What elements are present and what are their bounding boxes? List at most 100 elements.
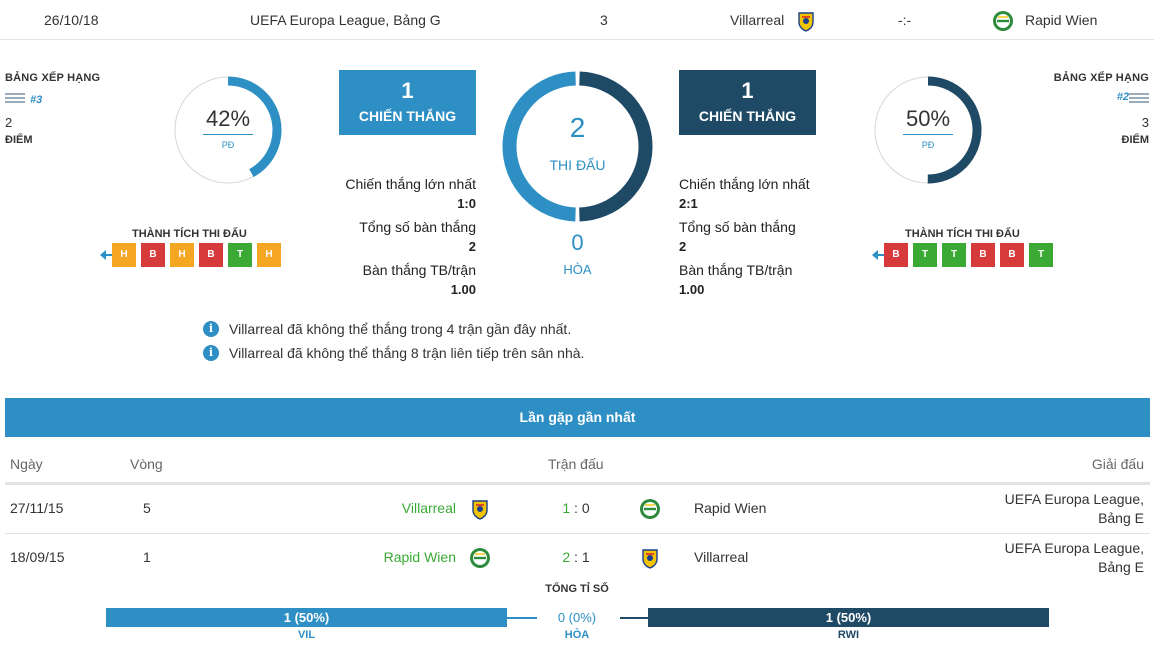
row-away-team[interactable]: Rapid Wien [694, 500, 767, 516]
rapid-wien-crest-icon [639, 498, 661, 520]
donut-arc [174, 76, 282, 184]
info-note: Villarreal đã không thể thắng 8 trận liê… [229, 345, 585, 361]
row-away-goals: 0 [581, 500, 590, 516]
row-round: 1 [143, 549, 151, 565]
bar-connector [507, 617, 537, 619]
info-note: Villarreal đã không thể thắng trong 4 tr… [229, 321, 572, 337]
row-score[interactable]: 1 : 0 [551, 500, 601, 516]
away-stat-value: 2:1 [679, 196, 698, 211]
away-team-name[interactable]: Rapid Wien [1025, 12, 1098, 28]
donut-arc [874, 76, 982, 184]
home-stat-label: Bàn thắng TB/trận [362, 262, 476, 278]
row-away-goals: 1 [581, 549, 590, 565]
away-wins-count: 1 [741, 78, 754, 103]
column-header-competition: Giải đấu [1091, 456, 1144, 472]
away-aggregate-bar: 1 (50%) [648, 608, 1049, 627]
home-stat-value: 2 [468, 239, 476, 254]
away-rank-number: #2 [1116, 91, 1129, 103]
away-rank-lines-icon [1129, 93, 1149, 105]
table-header-divider [5, 482, 1150, 485]
row-date: 27/11/15 [10, 500, 64, 516]
matches-played-count: 2 [569, 112, 586, 143]
match-competition: UEFA Europa League, Bảng G [250, 12, 441, 28]
home-aggregate-label: VIL [297, 629, 316, 641]
away-stat-value: 2 [679, 239, 687, 254]
competition-group: Bảng E [1098, 559, 1144, 575]
form-badge: T [1029, 243, 1053, 267]
recent-meetings-header: Lần gặp gần nhất [5, 398, 1150, 437]
form-badge: H [257, 243, 281, 267]
home-rank-number: #3 [30, 94, 43, 106]
form-badge: B [884, 243, 908, 267]
row-home-goals: 2 [562, 549, 571, 565]
form-badge: B [141, 243, 165, 267]
away-stat-value: 1.00 [679, 282, 705, 297]
draws-label: HÒA [563, 262, 592, 277]
row-competition: UEFA Europa League, Bảng E [964, 490, 1144, 528]
row-round: 5 [143, 500, 151, 516]
away-aggregate-label: RWI [837, 629, 860, 641]
score-separator: : [574, 549, 578, 565]
competition-group: Bảng E [1098, 510, 1144, 526]
home-rank-lines-icon [5, 93, 25, 105]
home-team-name[interactable]: Villarreal [730, 12, 785, 28]
match-header-row[interactable]: 26/10/18 UEFA Europa League, Bảng G 3 Vi… [0, 0, 1154, 40]
away-percent-value: 50% [905, 106, 951, 131]
home-percent-label: PĐ [221, 140, 235, 150]
matches-played-label: THI ĐẤU [549, 157, 606, 173]
home-form-arrow-icon [100, 250, 118, 260]
match-score: -:- [898, 12, 912, 28]
competition-name: UEFA Europa League, [1004, 540, 1144, 556]
away-stat-label: Chiến thắng lớn nhất [679, 176, 810, 192]
row-home-goals: 1 [562, 500, 571, 516]
home-wins-count: 1 [401, 78, 414, 103]
home-points: 2 [5, 115, 13, 130]
info-icon: i [203, 345, 219, 361]
home-wins-label: CHIẾN THẮNG [358, 108, 457, 124]
away-points-label: ĐIỂM [1121, 134, 1150, 146]
form-badge: B [971, 243, 995, 267]
form-badge: B [199, 243, 223, 267]
form-badge: H [112, 243, 136, 267]
home-aggregate-bar: 1 (50%) [106, 608, 507, 627]
draw-aggregate-value: 0 (0%) [557, 610, 597, 625]
home-rank-label: BẢNG XẾP HẠNG [5, 72, 101, 84]
villarreal-crest-icon [639, 547, 661, 569]
away-percent-donut: 50% PĐ [870, 72, 986, 188]
competition-name: UEFA Europa League, [1004, 491, 1144, 507]
row-away-team[interactable]: Villarreal [694, 549, 749, 565]
away-wins-box: 1 CHIẾN THẮNG [679, 70, 816, 135]
home-percent-donut: 42% PĐ [170, 72, 286, 188]
divider [203, 134, 253, 135]
column-header-round: Vòng [130, 456, 163, 472]
row-date: 18/09/15 [10, 549, 65, 565]
home-percent-value: 42% [205, 106, 251, 131]
away-stat-label: Bàn thắng TB/trận [679, 262, 793, 278]
row-home-team[interactable]: Rapid Wien [383, 549, 456, 565]
bar-connector [620, 617, 648, 619]
divider [903, 134, 953, 135]
draws-count: 0 [571, 230, 584, 255]
column-header-match: Trận đấu [548, 456, 604, 472]
home-points-label: ĐIỂM [5, 134, 33, 146]
villarreal-crest-icon [469, 498, 491, 520]
info-icon: i [203, 321, 219, 337]
match-round: 3 [600, 12, 608, 28]
match-date: 26/10/18 [44, 12, 99, 28]
away-form-arrow-icon [872, 250, 890, 260]
rapid-wien-crest-icon [992, 10, 1014, 32]
home-wins-box: 1 CHIẾN THẮNG [339, 70, 476, 135]
score-separator: : [574, 500, 578, 516]
row-score[interactable]: 2 : 1 [551, 549, 601, 565]
form-badge: T [228, 243, 252, 267]
aggregate-title: TỔNG TỈ SỐ [545, 583, 609, 595]
draw-aggregate-label: HÒA [564, 629, 590, 641]
row-competition: UEFA Europa League, Bảng E [964, 539, 1144, 577]
row-divider [5, 533, 1150, 534]
away-wins-label: CHIẾN THẮNG [698, 108, 797, 124]
away-percent-label: PĐ [921, 140, 935, 150]
away-stat-label: Tổng số bàn thắng [679, 219, 796, 235]
row-home-team[interactable]: Villarreal [401, 500, 456, 516]
form-badge: H [170, 243, 194, 267]
home-stat-value: 1:0 [457, 196, 476, 211]
